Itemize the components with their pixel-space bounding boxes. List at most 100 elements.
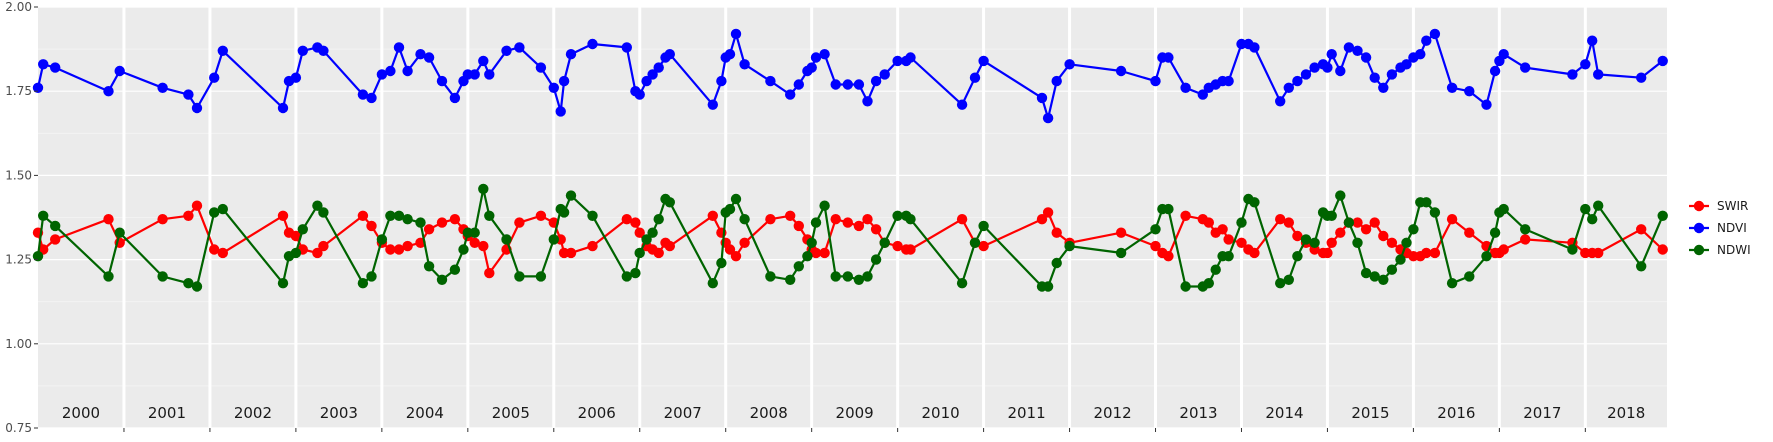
data-point-ndvi [1386,69,1398,80]
data-point-ndwi [1343,217,1355,228]
data-point-ndwi [1180,281,1191,292]
data-point-swir [385,244,396,255]
data-point-ndvi [1335,65,1346,77]
data-point-ndwi [1203,278,1215,289]
year-label: 2008 [750,404,788,422]
data-point-ndvi [1322,62,1333,73]
data-point-ndvi [1489,65,1501,77]
data-point-ndwi [1150,224,1161,235]
data-point-swir [1360,224,1372,235]
data-point-swir [653,247,664,259]
data-point-ndwi [1064,240,1075,252]
data-point-ndvi [318,45,329,56]
data-point-ndwi [514,271,525,282]
data-point-ndwi [1352,237,1363,248]
data-point-swir [730,251,742,262]
data-point-swir [1520,234,1531,245]
data-point-ndvi [664,49,675,60]
data-point-ndvi [191,102,203,114]
data-point-swir [793,220,804,232]
data-point-ndvi [1378,82,1389,94]
data-point-swir [1326,237,1337,248]
data-point-ndwi [1636,261,1647,272]
data-point-ndvi [1657,55,1668,67]
y-tick-label: 1.25 [5,253,32,267]
data-point-ndvi [1464,86,1475,97]
data-point-swir [978,240,989,252]
data-point-swir [1421,247,1432,259]
year-label: 2011 [1007,404,1045,422]
data-point-swir [469,237,480,248]
data-point-swir [819,247,830,259]
data-point-swir [103,214,114,225]
data-point-ndwi [653,214,664,225]
data-point-ndvi [555,106,566,117]
data-point-ndvi [842,79,853,90]
data-point-ndvi [1360,52,1372,63]
data-point-swir [842,217,853,228]
data-point-ndvi [357,89,369,100]
data-point-ndwi [469,227,480,238]
data-point-ndvi [1042,112,1054,124]
legend-key-point [1693,200,1705,212]
data-point-ndwi [1446,278,1458,289]
data-point-ndvi [1421,35,1432,46]
data-point-swir [724,244,736,255]
data-point-ndwi [1481,251,1492,262]
data-point-ndvi [393,42,405,53]
data-point-ndwi [366,271,377,282]
data-point-ndwi [730,193,742,205]
year-label: 2000 [62,404,100,422]
data-point-ndwi [1275,278,1286,289]
data-point-ndvi [830,79,841,90]
year-label: 2016 [1437,404,1475,422]
data-point-ndvi [956,99,968,110]
data-point-ndwi [793,261,804,272]
data-point-ndwi [393,210,405,221]
year-label: 2005 [492,404,530,422]
data-point-swir [630,217,641,228]
data-point-ndwi [853,274,865,285]
data-point-ndvi [535,62,547,73]
data-point-ndvi [730,28,742,40]
data-point-ndwi [969,237,981,248]
year-label: 2007 [664,404,702,422]
data-point-swir [870,224,882,235]
legend-label: SWIR [1717,199,1748,213]
data-point-ndvi [514,42,525,53]
data-point-ndvi [1401,59,1412,70]
data-point-swir [785,210,796,221]
y-tick-label: 1.00 [5,337,32,351]
data-point-swir [1283,217,1295,228]
data-point-ndwi [312,200,323,211]
data-point-ndvi [785,89,796,100]
data-point-ndwi [1401,237,1412,248]
data-point-swir [664,240,675,252]
data-point-ndwi [1300,234,1312,245]
data-point-swir [565,247,577,259]
data-point-ndwi [501,234,512,245]
legend-key-point [1693,222,1705,234]
data-point-swir [1464,227,1475,238]
data-point-ndwi [38,210,49,221]
series-layer [32,28,1668,292]
data-point-ndwi [1283,274,1295,285]
data-point-ndvi [449,92,461,104]
data-point-ndvi [277,102,289,114]
data-point-ndwi [1386,264,1398,275]
legend-entry-ndvi: NDVI [1689,221,1747,235]
data-point-ndwi [1580,203,1591,215]
data-point-ndwi [739,214,750,225]
data-point-ndwi [157,271,168,282]
data-point-swir [312,247,323,259]
data-point-swir [765,214,776,225]
data-point-ndwi [621,271,632,282]
data-point-ndwi [641,234,652,245]
data-point-swir [478,240,489,252]
year-label: 2001 [148,404,186,422]
data-point-ndwi [32,251,44,262]
data-point-ndvi [978,55,989,67]
data-point-swir [436,217,448,228]
data-point-ndwi [1210,264,1221,275]
data-point-ndvi [1326,49,1337,60]
